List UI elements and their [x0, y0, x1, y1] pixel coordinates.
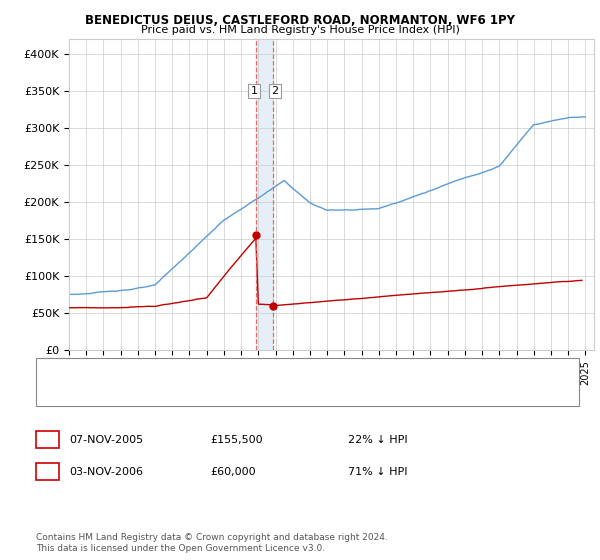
- Text: £60,000: £60,000: [210, 466, 256, 477]
- Text: HPI: Average price, detached house, Wakefield: HPI: Average price, detached house, Wake…: [81, 388, 309, 398]
- Text: BENEDICTUS DEIUS, CASTLEFORD ROAD, NORMANTON, WF6 1PY: BENEDICTUS DEIUS, CASTLEFORD ROAD, NORMA…: [85, 14, 515, 27]
- Text: 03-NOV-2006: 03-NOV-2006: [69, 466, 143, 477]
- Text: BENEDICTUS DEIUS, CASTLEFORD ROAD, NORMANTON, WF6 1PY (detached house): BENEDICTUS DEIUS, CASTLEFORD ROAD, NORMA…: [81, 367, 488, 377]
- Text: 22% ↓ HPI: 22% ↓ HPI: [348, 435, 407, 445]
- Text: 1: 1: [251, 86, 257, 96]
- Text: 71% ↓ HPI: 71% ↓ HPI: [348, 466, 407, 477]
- Text: £155,500: £155,500: [210, 435, 263, 445]
- Text: 2: 2: [271, 86, 278, 96]
- Text: Contains HM Land Registry data © Crown copyright and database right 2024.
This d: Contains HM Land Registry data © Crown c…: [36, 533, 388, 553]
- Bar: [256, 39, 273, 350]
- Text: 2: 2: [44, 465, 51, 478]
- Text: 1: 1: [44, 433, 51, 446]
- Text: 07-NOV-2005: 07-NOV-2005: [69, 435, 143, 445]
- Text: Price paid vs. HM Land Registry's House Price Index (HPI): Price paid vs. HM Land Registry's House …: [140, 25, 460, 35]
